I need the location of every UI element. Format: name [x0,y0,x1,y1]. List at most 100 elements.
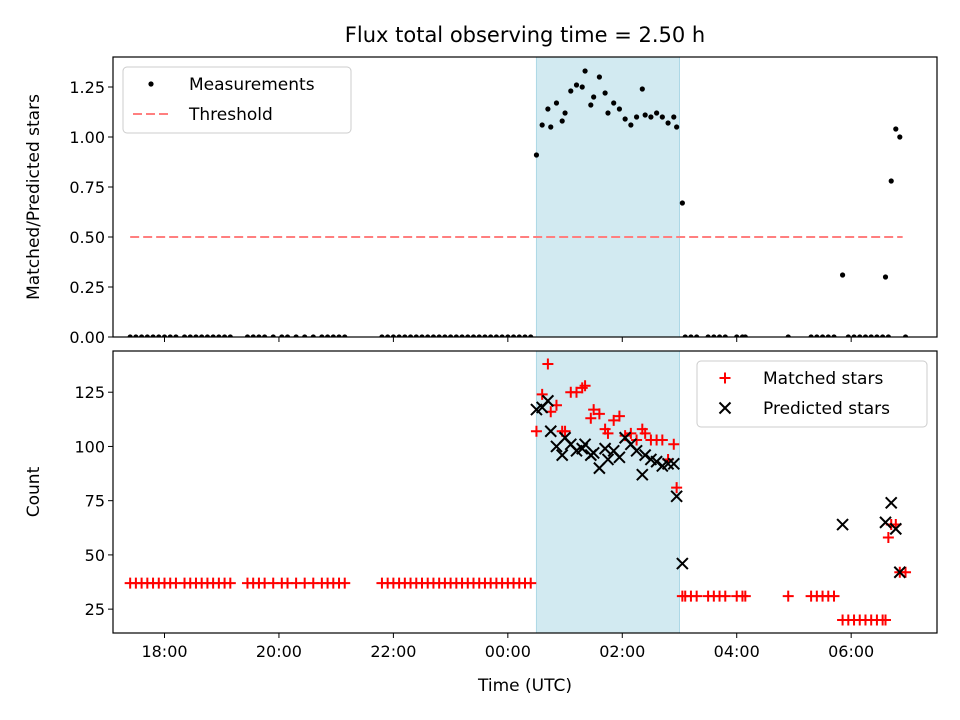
measurement-point [548,124,554,130]
matched-star-point [739,590,751,602]
measurement-point [448,334,454,337]
predicted-star-point [555,448,569,462]
predicted-star-point [636,468,649,481]
legend-box [696,360,928,428]
measurement-point [648,114,654,120]
measurement-point [688,334,694,337]
measurement-point [654,110,660,116]
matched-star-point [339,577,351,589]
matched-star-point [602,427,614,439]
measurement-point [493,334,499,337]
measurement-point [216,334,222,337]
matched-star-point [588,404,600,416]
measurement-point [402,334,408,337]
predicted-star-point [630,444,643,457]
measurement-point [385,334,391,337]
measurement-point [825,334,831,337]
legend-swatch [718,401,732,415]
observing-window-span [535,350,681,634]
measurement-point [628,122,634,128]
measurement-point [616,106,623,112]
measurement-point [808,334,814,337]
matched-star-point [571,386,582,398]
matched-star-point [579,380,591,392]
measurement-point [562,110,568,116]
measurement-point [679,200,685,206]
predicted-star-point [544,425,557,438]
y-tick-label: 0.25 [69,278,105,297]
measurement-point [181,334,188,337]
predicted-star-point [670,490,683,503]
measurement-point [127,334,133,337]
measurement-point [596,74,602,80]
y-tick-label: 1.00 [69,128,105,147]
matched-star-point [828,590,840,602]
measurement-point [868,334,874,337]
chart-title: Flux total observing time = 2.50 h [345,23,705,47]
measurement-point [210,334,216,337]
legend-label: Threshold [188,105,273,125]
y-tick-label: 0.50 [69,228,105,247]
x-axis-label: Time (UTC) [477,676,572,696]
measurement-point [396,334,402,337]
measurement-point [284,334,291,337]
measurement-point [453,334,459,337]
measurement-point [682,334,688,337]
predicted-star-point [613,451,626,464]
matched-star-point [900,566,912,578]
measurement-point [665,120,671,126]
measurement-point [831,334,837,337]
measurement-point [880,334,886,337]
measurement-point [144,334,150,337]
measurement-point [510,334,517,337]
measurement-point [591,94,597,100]
measurement-point [588,102,594,108]
measurement-point [742,334,748,337]
matched-star-point [608,414,620,426]
matched-star-point [671,482,683,494]
legend-label: Matched stars [763,369,883,389]
legend: Matched stars Predicted stars [696,360,928,428]
measurement-point [734,334,740,337]
y-tick-label: 1.25 [69,78,105,97]
measurement-point [459,334,465,337]
measurement-point [533,152,540,158]
measurement-point [568,88,574,94]
measurement-point [874,334,880,337]
measurement-point [659,114,665,120]
measurement-point [430,334,437,337]
measurement-point [605,110,611,116]
matched-star-point [691,590,703,602]
measurement-point [893,126,899,132]
top-panel: 0.00 0.25 0.50 0.75 1.00 1.25 Matched/Predicte… [24,56,938,347]
matched-star-point [639,427,651,439]
measurement-point [336,334,342,337]
y-tick-label: 75 [85,492,105,511]
measurement-point [611,100,617,106]
measurement-point [419,334,425,337]
measurement-point [845,334,851,337]
y-tick-label: 0.00 [69,328,105,347]
measurement-point [522,334,528,337]
x-tick-label: 22:00 [370,642,416,661]
measurement-point [270,334,276,337]
measurement-point [885,334,891,337]
measurement-point [139,334,145,337]
matched-star-point [613,410,625,422]
predicted-star-point [587,446,600,460]
y-tick-label: 0.75 [69,178,105,197]
measurement-point [888,178,894,184]
measurement-point [839,272,846,278]
matched-star-point [224,577,236,589]
measurement-point [711,334,717,337]
measurement-point [227,334,233,337]
x-tick-label: 04:00 [714,642,760,661]
y-tick-label: 125 [74,383,105,402]
predicted-star-point [836,518,849,531]
matched-star-point [656,434,668,446]
measurement-point [862,334,869,337]
y-tick-label: 50 [85,546,105,565]
matched-star-point [525,577,537,589]
measurement-point [553,100,560,106]
predicted-star-point [541,394,555,408]
